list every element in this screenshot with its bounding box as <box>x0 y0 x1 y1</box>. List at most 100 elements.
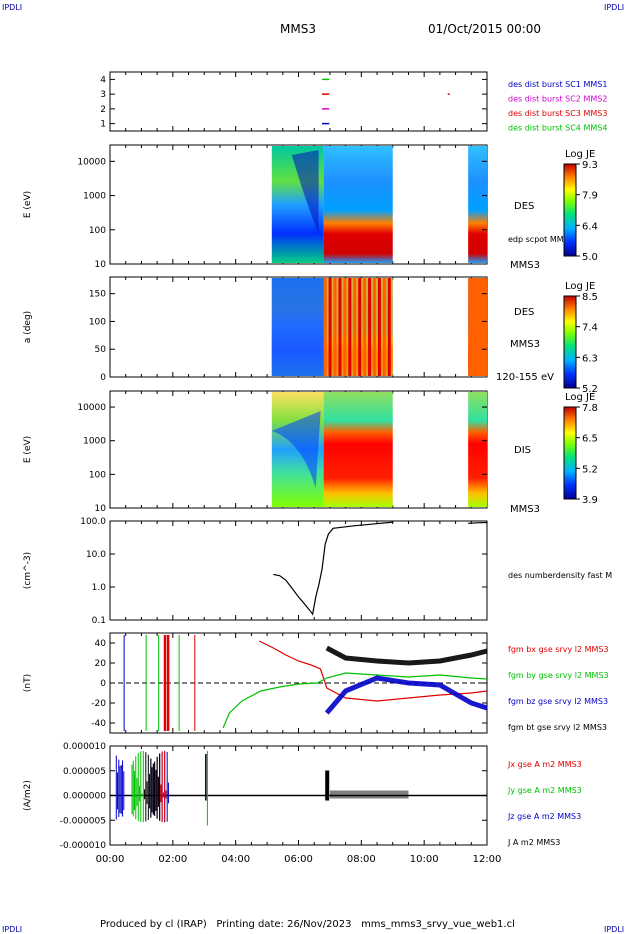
des-energy-colorbar-label: 9.3 <box>582 160 598 171</box>
burst-legend-entry: des dist burst SC2 MMS2 <box>508 95 607 104</box>
footer-print-date: Printing date: 26/Nov/2023 <box>216 919 352 930</box>
des-pitch-stripe <box>363 278 367 376</box>
current-burst-late <box>325 770 330 801</box>
des-energy-colorbar-label: 7.9 <box>582 191 598 202</box>
bfield-ytick-label: -40 <box>91 719 106 729</box>
des-energy-colorbar-label: 6.4 <box>582 221 598 232</box>
dis-energy-colorbar <box>563 406 577 500</box>
burst-ytick-label: 4 <box>100 75 106 85</box>
des-energy-colorbar-label: 5.0 <box>582 252 598 263</box>
des-pitch-spacecraft: MMS3 <box>510 339 540 350</box>
dis-energy-ylabel: E (eV) <box>23 436 33 463</box>
des-energy-ytick-label: 1000 <box>83 192 106 202</box>
page-title: MMS3 <box>280 22 316 36</box>
des-pitch-side-label: DES <box>514 307 534 318</box>
des-pitch-stripe <box>348 278 352 376</box>
bfield-legend-entry: fgm bt gse srvy l2 MMS3 <box>508 723 607 732</box>
burst-legend-entry: des dist burst SC1 MMS1 <box>508 80 607 89</box>
burst-legend-entry: des dist burst SC4 MMS4 <box>508 124 607 133</box>
des-pitch-pre <box>271 278 324 376</box>
des-pitch-ytick-label: 50 <box>95 345 107 355</box>
logo-top-right: IPDLI <box>604 3 625 12</box>
density-line <box>273 521 393 616</box>
page-datetime: 01/Oct/2015 00:00 <box>428 22 542 36</box>
time-tick-label: 08:00 <box>347 854 376 865</box>
current-legend-entry: Jy gse A m2 MMS3 <box>507 786 582 795</box>
current-noise <box>329 790 409 799</box>
density-ytick-label: 10.0 <box>86 550 106 560</box>
current-legend-entry: Jx gse A m2 MMS3 <box>507 760 582 769</box>
bfield-legend-entry: fgm bx gse srvy l2 MMS3 <box>508 645 609 654</box>
logo-bottom-left: IPDLI <box>2 925 23 934</box>
des-pitch-stripe <box>328 278 332 376</box>
des-energy-colorbar <box>563 163 577 257</box>
density-frame <box>109 520 488 621</box>
current-ytick-label: 0.000005 <box>63 767 106 777</box>
bfield-line <box>325 645 488 666</box>
bfield-ytick-label: 0 <box>100 679 106 689</box>
des-energy-side-label: DES <box>514 201 534 212</box>
current-legend-entry: J A m2 MMS3 <box>507 838 560 847</box>
bfield-ytick-label: 20 <box>95 659 107 669</box>
dis-energy-ytick-label: 100 <box>89 470 106 480</box>
density-line-late <box>468 521 488 524</box>
time-tick-label: 00:00 <box>96 854 125 865</box>
des-pitch-stripe <box>353 278 357 376</box>
time-tick-label: 12:00 <box>473 854 502 865</box>
dis-energy-colorbar-label: 6.5 <box>582 434 598 445</box>
bfield-legend-entry: fgm bz gse srvy l2 MMS3 <box>508 697 608 706</box>
footer-producer: Produced by cl (IRAP) <box>100 919 207 930</box>
current-ylabel: (A/m2) <box>23 780 33 811</box>
des-energy-ytick-label: 100 <box>89 226 106 236</box>
burst-ytick-label: 2 <box>100 105 106 115</box>
current-ytick-label: 0.000010 <box>63 742 106 752</box>
des-pitch-colorbar-label: 6.3 <box>582 353 598 364</box>
bfield-line <box>324 675 488 715</box>
time-tick-label: 02:00 <box>158 854 187 865</box>
des-pitch-energy-range: 120-155 eV <box>496 372 554 383</box>
des-pitch-late <box>468 278 487 376</box>
time-tick-label: 04:00 <box>221 854 250 865</box>
dis-energy-colorbar-label: 3.9 <box>582 495 598 506</box>
des-pitch-stripe <box>343 278 347 376</box>
bfield-line <box>258 640 488 702</box>
dis-energy-colorbar-label: 7.8 <box>582 403 598 414</box>
des-pitch-stripe <box>338 278 342 376</box>
des-energy-ytick-label: 10000 <box>77 157 106 167</box>
des-pitch-colorbar-title: Log JE <box>565 281 595 292</box>
des-pitch-colorbar <box>563 295 577 389</box>
des-energy-spectrogram-main <box>323 146 393 263</box>
bfield-line <box>222 672 488 729</box>
time-tick-label: 06:00 <box>284 854 313 865</box>
logo-top-left: IPDLI <box>2 3 23 12</box>
bfield-ylabel: (nT) <box>23 674 33 692</box>
current-ytick-label: -0.000005 <box>60 816 106 826</box>
logo-bottom-right: IPDLI <box>604 925 625 934</box>
density-ylabel: (cm^-3) <box>23 552 33 589</box>
dis-energy-spacecraft: MMS3 <box>510 504 540 515</box>
des-energy-spectrogram-late <box>468 146 487 263</box>
des-pitch-stripe <box>377 278 381 376</box>
dis-energy-side-label: DIS <box>514 445 531 456</box>
dis-energy-colorbar-title: Log JE <box>565 392 595 403</box>
des-pitch-stripe <box>358 278 362 376</box>
des-pitch-stripe <box>382 278 386 376</box>
des-pitch-stripe <box>368 278 372 376</box>
des-energy-colorbar-title: Log JE <box>565 149 595 160</box>
density-ytick-label: 1.0 <box>92 583 107 593</box>
des-pitch-stripe <box>323 278 327 376</box>
des-pitch-ytick-label: 0 <box>100 373 106 383</box>
des-pitch-colorbar-label: 5.2 <box>582 384 598 395</box>
des-energy-overlay-label: edp scpot MMS3 <box>508 235 574 244</box>
des-pitch-stripe <box>333 278 337 376</box>
time-tick-label: 10:00 <box>410 854 439 865</box>
footer-credit: Produced by cl (IRAP) Printing date: 26/… <box>100 919 515 930</box>
des-pitch-colorbar-label: 8.5 <box>582 292 598 303</box>
density-ytick-label: 0.1 <box>92 616 106 626</box>
density-legend-entry: des numberdensity fast M <box>508 571 612 580</box>
dis-energy-spectrogram-late <box>468 392 487 507</box>
burst-ytick-label: 1 <box>100 120 106 130</box>
des-pitch-ytick-label: 150 <box>89 290 106 300</box>
current-ytick-label: -0.000010 <box>60 841 106 851</box>
